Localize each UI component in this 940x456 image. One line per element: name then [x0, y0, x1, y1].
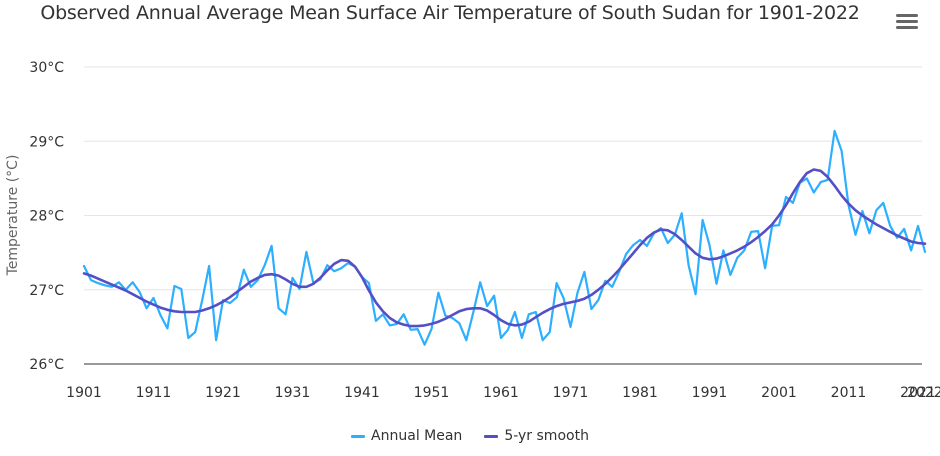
- x-tick-label: 1901: [66, 385, 102, 401]
- x-tick-label: 1931: [275, 385, 311, 401]
- legend: Annual Mean 5-yr smooth: [0, 428, 940, 444]
- x-tick-label: 1981: [622, 385, 658, 401]
- hamburger-menu-icon-bar: [896, 20, 918, 23]
- y-tick-label: 27°C: [29, 283, 64, 299]
- legend-label: Annual Mean: [371, 428, 463, 444]
- x-tick-label: 1971: [553, 385, 589, 401]
- x-tick-label: 2021: [900, 385, 936, 401]
- x-tick-label: 1921: [205, 385, 241, 401]
- legend-item-5yr-smooth[interactable]: 5-yr smooth: [484, 428, 589, 444]
- grid-lines: [84, 66, 922, 365]
- series-line-annual-mean[interactable]: [82, 129, 927, 346]
- y-tick-label: 29°C: [29, 134, 64, 150]
- legend-item-annual-mean[interactable]: Annual Mean: [351, 428, 462, 444]
- legend-swatch-annual-mean: [351, 434, 366, 438]
- x-tick-label: 1941: [344, 385, 380, 401]
- hamburger-menu-icon-bar: [896, 26, 918, 29]
- y-axis-label: Temperature (°C): [5, 155, 21, 277]
- y-tick-label: 26°C: [29, 357, 64, 373]
- hamburger-menu-icon: [896, 14, 918, 17]
- x-tick-label: 1911: [136, 385, 172, 401]
- y-tick-label: 30°C: [29, 60, 64, 76]
- x-tick-label: 2001: [761, 385, 797, 401]
- x-axis-ticks: 1901 1911 1921 1931 1941 1951 1961 1971 1981 1991…: [66, 385, 940, 401]
- x-tick-label: 2011: [831, 385, 867, 401]
- x-tick-label: 1991: [692, 385, 728, 401]
- legend-label: 5-yr smooth: [504, 428, 589, 444]
- chart-menu-button[interactable]: [896, 14, 918, 34]
- y-axis-ticks: 26°C 27°C 28°C 29°C 30°C: [29, 60, 64, 373]
- series-line-5-yr-smooth[interactable]: [82, 168, 927, 328]
- chart-title: Observed Annual Average Mean Surface Air…: [40, 2, 860, 24]
- x-tick-label: 2022: [907, 385, 940, 401]
- legend-swatch-5yr-smooth: [484, 434, 499, 438]
- y-tick-label: 28°C: [29, 209, 64, 225]
- x-tick-label: 1951: [414, 385, 450, 401]
- series-lines: [82, 129, 927, 346]
- x-tick-label: 1961: [483, 385, 519, 401]
